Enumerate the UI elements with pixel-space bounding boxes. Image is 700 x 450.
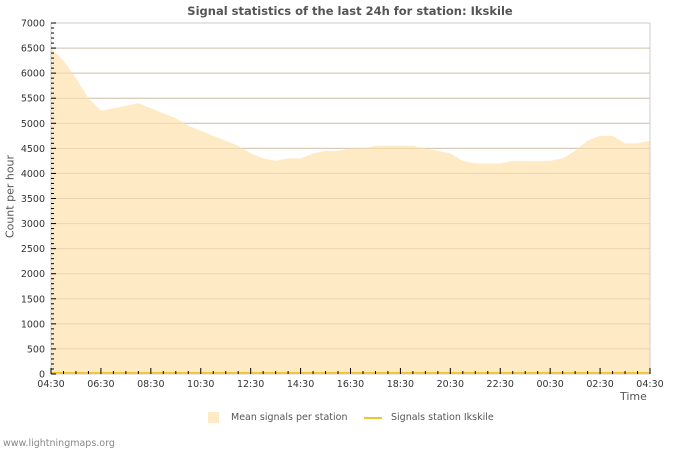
svg-text:04:30: 04:30 xyxy=(636,379,663,390)
line-swatch-icon xyxy=(364,416,382,419)
mean-signals-area xyxy=(51,48,650,374)
svg-text:5000: 5000 xyxy=(21,119,45,130)
site-credit: www.lightningmaps.org xyxy=(3,438,115,449)
legend-label-station: Signals station Ikskile xyxy=(391,412,494,423)
area-swatch-icon xyxy=(208,412,219,423)
svg-text:4000: 4000 xyxy=(21,169,45,180)
chart-title: Signal statistics of the last 24h for st… xyxy=(187,4,513,18)
svg-text:2000: 2000 xyxy=(21,269,45,280)
svg-text:3000: 3000 xyxy=(21,219,45,230)
svg-text:1000: 1000 xyxy=(21,319,45,330)
svg-text:10:30: 10:30 xyxy=(187,379,214,390)
svg-text:7000: 7000 xyxy=(21,19,45,30)
svg-text:02:30: 02:30 xyxy=(586,379,613,390)
svg-text:16:30: 16:30 xyxy=(337,379,364,390)
y-axis-label: Count per hour xyxy=(3,154,17,239)
y-axis-ticks: 0 500 1000 1500 2000 2500 3000 3500 4000 4500 5000… xyxy=(21,19,56,381)
svg-text:00:30: 00:30 xyxy=(536,379,563,390)
svg-text:3500: 3500 xyxy=(21,194,45,205)
svg-text:5500: 5500 xyxy=(21,94,45,105)
legend-label-mean: Mean signals per station xyxy=(231,412,348,423)
x-axis-ticks: 04:30 06:30 08:30 10:30 12:30 14:30 16:30 18:30… xyxy=(37,368,664,390)
svg-text:20:30: 20:30 xyxy=(437,379,464,390)
svg-text:18:30: 18:30 xyxy=(387,379,414,390)
legend-item-station[interactable]: Signals station Ikskile xyxy=(364,412,494,423)
svg-text:1500: 1500 xyxy=(21,294,45,305)
svg-text:4500: 4500 xyxy=(21,144,45,155)
svg-text:04:30: 04:30 xyxy=(37,379,64,390)
svg-text:08:30: 08:30 xyxy=(137,379,164,390)
svg-text:22:30: 22:30 xyxy=(487,379,514,390)
legend-item-mean[interactable]: Mean signals per station xyxy=(208,412,347,423)
svg-text:6500: 6500 xyxy=(21,44,45,55)
svg-text:06:30: 06:30 xyxy=(87,379,114,390)
svg-text:2500: 2500 xyxy=(21,244,45,255)
x-axis-label: Time xyxy=(620,390,647,403)
svg-text:500: 500 xyxy=(27,344,45,355)
svg-text:12:30: 12:30 xyxy=(237,379,264,390)
svg-text:6000: 6000 xyxy=(21,69,45,80)
svg-text:0: 0 xyxy=(39,370,45,381)
svg-text:14:30: 14:30 xyxy=(287,379,314,390)
